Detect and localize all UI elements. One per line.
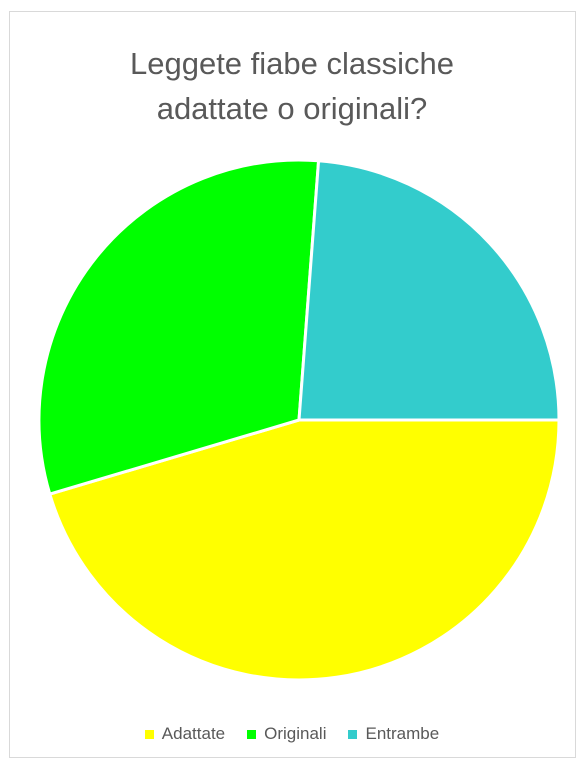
legend-swatch-entrambe bbox=[348, 729, 358, 739]
chart-title-line-2: adattate o originali? bbox=[156, 91, 428, 126]
pie-slice-originali bbox=[37, 158, 321, 496]
legend-label-adattate: Adattate bbox=[161, 724, 226, 743]
legend-label-originali: Originali bbox=[264, 724, 327, 743]
chart-title: Leggete fiabe classiche adattate o origi… bbox=[0, 41, 584, 131]
legend-item-entrambe: Entrambe bbox=[348, 724, 439, 744]
legend-item-originali: Originali bbox=[247, 724, 326, 744]
pie-slices bbox=[37, 158, 561, 682]
legend-swatch-adattate bbox=[144, 729, 154, 739]
pie-slice-adattate bbox=[47, 418, 561, 682]
legend: Adattate Originali Entrambe bbox=[0, 722, 584, 746]
legend-swatch-originali bbox=[247, 729, 257, 739]
chart-title-line-1: Leggete fiabe classiche bbox=[129, 46, 454, 81]
legend-label-entrambe: Entrambe bbox=[365, 724, 440, 743]
legend-item-adattate: Adattate bbox=[144, 724, 226, 744]
pie-slice-entrambe bbox=[297, 159, 561, 422]
